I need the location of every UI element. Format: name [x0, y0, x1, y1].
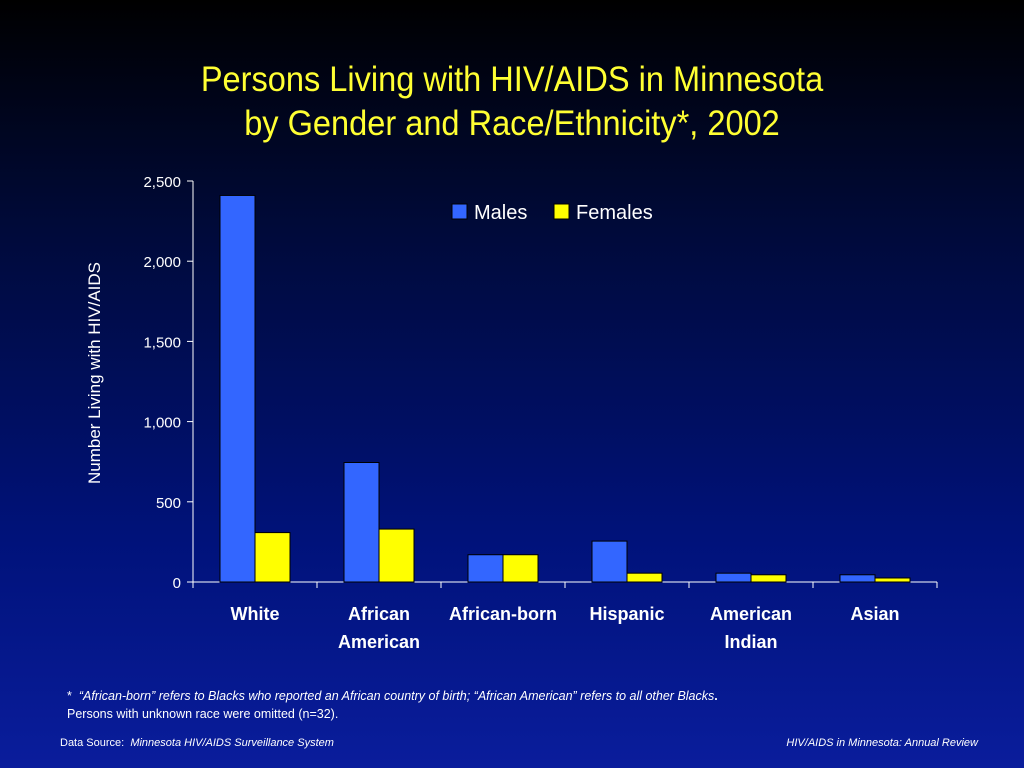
- y-tick-label: 500: [156, 495, 181, 512]
- legend-label-females: Females: [576, 202, 653, 224]
- legend-swatch-females: [553, 203, 570, 220]
- x-tick-label: White: [231, 604, 280, 624]
- bar-males: [467, 554, 504, 583]
- chart-title-line2: by Gender and Race/Ethnicity*, 2002: [244, 104, 780, 143]
- x-tick-label: American: [338, 632, 420, 652]
- footnote-text: “African-born” refers to Blacks who repo…: [78, 689, 715, 703]
- bar-males: [839, 574, 876, 583]
- bar-males: [343, 462, 380, 583]
- x-tick-label: Indian: [725, 632, 778, 652]
- y-tick-label: 2,500: [143, 174, 181, 191]
- y-tick-label: 0: [173, 575, 181, 592]
- x-tick-label: Asian: [850, 604, 899, 624]
- y-tick-label: 1,500: [143, 334, 181, 351]
- report-name: HIV/AIDS in Minnesota: Annual Review: [786, 737, 978, 749]
- data-source-label: Data Source:: [60, 737, 125, 749]
- bar-males: [715, 572, 752, 583]
- y-tick-label: 1,000: [143, 415, 181, 432]
- data-source-name: Minnesota HIV/AIDS Surveillance System: [130, 737, 334, 749]
- legend-swatch-males: [451, 203, 468, 220]
- footnote-line1: * “African-born” refers to Blacks who re…: [67, 687, 718, 705]
- footnote-line2: Persons with unknown race were omitted (…: [67, 707, 339, 721]
- bar-females: [750, 574, 787, 583]
- bar-females: [378, 528, 415, 583]
- chart-title: Persons Living with HIV/AIDS in Minnesot…: [36, 58, 988, 146]
- legend-label-males: Males: [474, 202, 527, 224]
- x-tick-label: Hispanic: [589, 604, 664, 624]
- bar-males: [591, 540, 628, 583]
- chart-title-line1: Persons Living with HIV/AIDS in Minnesot…: [200, 60, 824, 99]
- x-tick-label: African: [348, 604, 410, 624]
- bar-females: [626, 572, 663, 583]
- y-tick-label: 2,000: [143, 254, 181, 271]
- bar-females: [874, 577, 911, 583]
- y-axis-label: Number Living with HIV/AIDS: [85, 262, 104, 484]
- x-tick-label: African-born: [449, 604, 557, 624]
- footnote: * “African-born” refers to Blacks who re…: [67, 687, 718, 723]
- bar-males: [219, 194, 256, 583]
- bar-females: [502, 554, 539, 583]
- footnote-period: .: [714, 689, 718, 703]
- x-tick-label: American: [710, 604, 792, 624]
- footnote-star: *: [67, 689, 72, 703]
- bar-females: [254, 532, 291, 583]
- data-source: Data Source: Minnesota HIV/AIDS Surveill…: [60, 737, 334, 749]
